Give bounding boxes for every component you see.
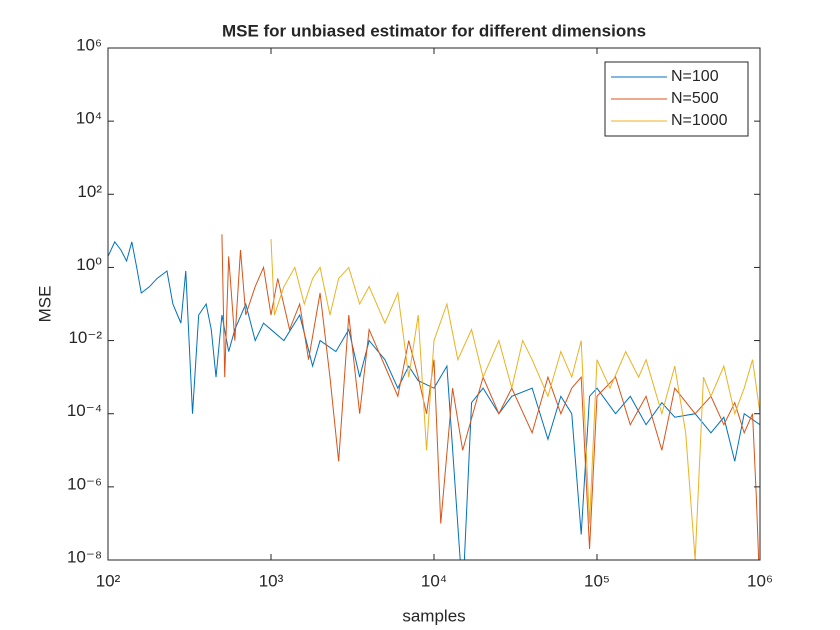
legend-label: N=100 [671, 68, 719, 85]
y-axis-label: MSE [35, 286, 54, 323]
y-tick-label: 10⁴ [76, 109, 102, 128]
y-tick-label: 10⁻⁶ [67, 474, 102, 493]
legend-label: N=1000 [671, 112, 728, 129]
y-tick-label: 10⁻⁸ [67, 547, 102, 566]
y-tick-label: 10⁻² [68, 328, 102, 347]
y-tick-label: 10⁶ [76, 35, 102, 54]
x-tick-label: 10⁵ [584, 571, 610, 590]
data-line [221, 234, 760, 560]
y-tick-label: 10² [77, 182, 102, 201]
x-axis-label: samples [402, 606, 465, 625]
x-tick-label: 10⁴ [421, 571, 447, 590]
x-tick-label: 10² [96, 571, 121, 590]
legend: N=100 N=500 N=1000 [604, 61, 749, 137]
data-line [270, 238, 760, 560]
y-tick-label: 10⁻⁴ [67, 401, 102, 420]
chart-title: MSE for unbiased estimator for different… [222, 21, 646, 40]
legend-label: N=500 [671, 90, 719, 107]
x-tick-label: 10⁶ [747, 571, 773, 590]
y-tick-label: 10⁰ [76, 255, 102, 274]
plot-lines [108, 234, 760, 560]
x-tick-label: 10³ [259, 571, 284, 590]
data-line [108, 240, 760, 560]
